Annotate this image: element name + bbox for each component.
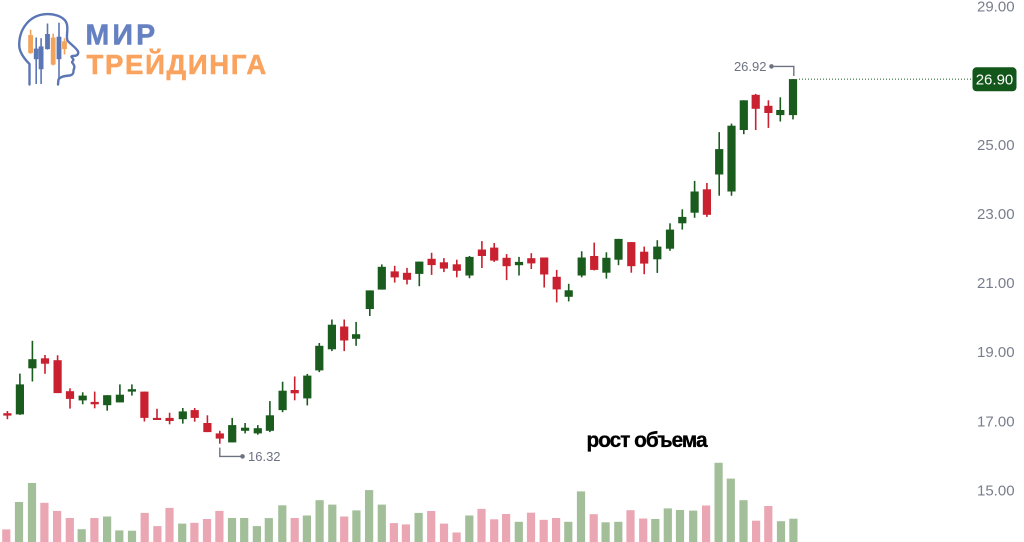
svg-text:26.92: 26.92 <box>734 59 767 74</box>
svg-text:15.00: 15.00 <box>977 482 1015 499</box>
svg-text:21.00: 21.00 <box>977 275 1015 292</box>
svg-text:16.32: 16.32 <box>248 449 281 464</box>
svg-text:23.00: 23.00 <box>977 206 1015 223</box>
svg-text:ТРЕЙДИНГА: ТРЕЙДИНГА <box>87 49 268 80</box>
svg-text:МИР: МИР <box>86 20 159 52</box>
svg-text:рост объема: рост объема <box>587 429 709 452</box>
svg-text:19.00: 19.00 <box>977 344 1015 361</box>
svg-text:26.90: 26.90 <box>976 71 1014 88</box>
svg-text:29.00: 29.00 <box>977 0 1015 16</box>
svg-text:25.00: 25.00 <box>977 137 1015 154</box>
svg-text:17.00: 17.00 <box>977 413 1015 430</box>
